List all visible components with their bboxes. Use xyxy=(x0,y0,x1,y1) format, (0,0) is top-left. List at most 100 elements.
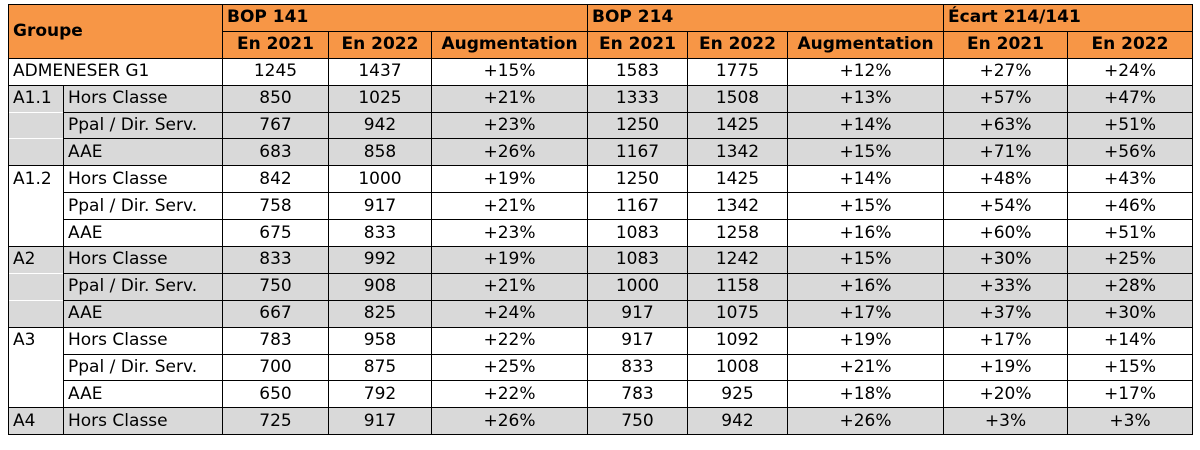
row-group-label xyxy=(8,138,64,167)
table-row: A4 Hors Classe 725 917 +26% 750 942 +26% +3% +3% xyxy=(8,407,1193,436)
row-value-cell: 1425 xyxy=(687,165,788,194)
row-value-cell: +24% xyxy=(1067,57,1193,86)
row-value-cell: 1342 xyxy=(687,138,788,167)
row-group-label xyxy=(8,219,64,248)
row-value-cell: +14% xyxy=(1067,326,1193,355)
header-ecart: Écart 214/141 xyxy=(943,4,1193,32)
row-value-cell: 650 xyxy=(222,380,329,409)
table-row: A3 Hors Classe 783 958 +22% 917 1092 +19% +17% +1… xyxy=(8,326,1193,355)
row-value-cell: +26% xyxy=(431,407,588,436)
row-value-cell: 833 xyxy=(222,246,329,274)
row-grade-label: Ppal / Dir. Serv. xyxy=(63,353,223,382)
row-value-cell: 1775 xyxy=(687,57,788,86)
row-value-cell: +37% xyxy=(943,299,1068,328)
row-value-cell: 750 xyxy=(222,272,329,301)
row-group-label xyxy=(8,192,64,220)
row-value-cell: +15% xyxy=(787,192,944,221)
subheader-bop214-2022: En 2022 xyxy=(687,30,788,59)
row-value-cell: 958 xyxy=(328,326,432,355)
row-group-label xyxy=(8,380,64,409)
row-value-cell: +23% xyxy=(431,219,588,248)
row-group-label: A1.1 xyxy=(8,84,64,113)
row-value-cell: 917 xyxy=(587,299,688,328)
row-value-cell: 758 xyxy=(222,192,329,221)
row-value-cell: 917 xyxy=(587,326,688,355)
row-grade-label: Hors Classe xyxy=(63,165,223,194)
row-value-cell: 942 xyxy=(328,111,432,140)
row-grade-label: AAE xyxy=(63,380,223,409)
row-value-cell: +15% xyxy=(431,57,588,86)
row-value-cell: +19% xyxy=(787,326,944,355)
row-value-cell: 875 xyxy=(328,353,432,382)
row-value-cell: +16% xyxy=(787,272,944,301)
row-grade-label: Hors Classe xyxy=(63,84,223,113)
header-row-sections: Groupe BOP 141 BOP 214 Écart 214/141 xyxy=(8,4,1193,59)
table-row: Ppal / Dir. Serv. 758 917 +21% 1167 1342 +15% +… xyxy=(8,192,1193,221)
table-row: A1.1 Hors Classe 850 1025 +21% 1333 1508 +13% +5… xyxy=(8,84,1193,113)
row-value-cell: +17% xyxy=(1067,380,1193,409)
row-value-cell: 667 xyxy=(222,299,329,328)
row-value-cell: +26% xyxy=(431,138,588,167)
row-value-cell: +17% xyxy=(943,326,1068,355)
row-value-cell: +22% xyxy=(431,326,588,355)
row-value-cell: 1333 xyxy=(587,84,688,113)
row-value-cell: +14% xyxy=(787,165,944,194)
row-value-cell: 1342 xyxy=(687,192,788,221)
row-value-cell: 725 xyxy=(222,407,329,436)
row-value-cell: 675 xyxy=(222,219,329,248)
row-value-cell: +47% xyxy=(1067,84,1193,113)
row-value-cell: +33% xyxy=(943,272,1068,301)
row-group-label xyxy=(8,354,64,381)
row-value-cell: +17% xyxy=(787,299,944,328)
row-value-cell: +16% xyxy=(787,219,944,248)
row-value-cell: +19% xyxy=(431,165,588,194)
salary-comparison-table: Groupe BOP 141 BOP 214 Écart 214/141 En … xyxy=(8,4,1193,436)
row-value-cell: +54% xyxy=(943,192,1068,221)
row-value-cell: 1167 xyxy=(587,192,688,221)
row-value-cell: +18% xyxy=(787,380,944,409)
header-groupe: Groupe xyxy=(8,4,223,59)
row-grade-label: Ppal / Dir. Serv. xyxy=(63,111,223,140)
row-grade-label: Hors Classe xyxy=(63,407,223,436)
row-value-cell: +71% xyxy=(943,138,1068,167)
row-group-label: A4 xyxy=(8,407,64,436)
row-value-cell: +15% xyxy=(787,138,944,167)
row-value-cell: +19% xyxy=(431,246,588,274)
row-value-cell: +30% xyxy=(943,246,1068,274)
row-value-cell: 1000 xyxy=(587,272,688,301)
row-value-cell: +21% xyxy=(431,84,588,113)
row-value-cell: +22% xyxy=(431,380,588,409)
row-value-cell: +23% xyxy=(431,111,588,140)
row-group-label xyxy=(8,273,64,301)
row-value-cell: 833 xyxy=(328,219,432,248)
table-row: AAE 675 833 +23% 1083 1258 +16% +60% +51% xyxy=(8,219,1193,248)
row-grade-label: Hors Classe xyxy=(63,326,223,355)
row-value-cell: +14% xyxy=(787,111,944,140)
row-value-cell: 1025 xyxy=(328,84,432,113)
row-value-cell: 783 xyxy=(222,326,329,355)
row-group-label: A2 xyxy=(8,246,64,274)
table-body: ADMENESER G1 1245 1437 +15% 1583 1775 +12% +27%… xyxy=(8,57,1193,436)
row-value-cell: +21% xyxy=(787,353,944,382)
row-value-cell: 783 xyxy=(587,380,688,409)
row-group-label: ADMENESER G1 xyxy=(8,57,223,86)
row-value-cell: +13% xyxy=(787,84,944,113)
row-grade-label: AAE xyxy=(63,219,223,248)
table-row: ADMENESER G1 1245 1437 +15% 1583 1775 +12% +27%… xyxy=(8,57,1193,86)
subheader-bop214-2021: En 2021 xyxy=(587,30,688,59)
row-value-cell: +21% xyxy=(431,272,588,301)
row-value-cell: 1083 xyxy=(587,219,688,248)
row-value-cell: 917 xyxy=(328,407,432,436)
row-value-cell: 1008 xyxy=(687,353,788,382)
row-value-cell: +28% xyxy=(1067,272,1193,301)
row-value-cell: 833 xyxy=(587,353,688,382)
row-value-cell: 1092 xyxy=(687,326,788,355)
row-value-cell: 767 xyxy=(222,111,329,140)
row-value-cell: 1250 xyxy=(587,111,688,140)
row-value-cell: +15% xyxy=(1067,353,1193,382)
row-value-cell: 942 xyxy=(687,407,788,436)
row-grade-label: Ppal / Dir. Serv. xyxy=(63,272,223,301)
row-value-cell: 1158 xyxy=(687,272,788,301)
row-value-cell: +3% xyxy=(943,407,1068,436)
row-grade-label: Ppal / Dir. Serv. xyxy=(63,192,223,221)
